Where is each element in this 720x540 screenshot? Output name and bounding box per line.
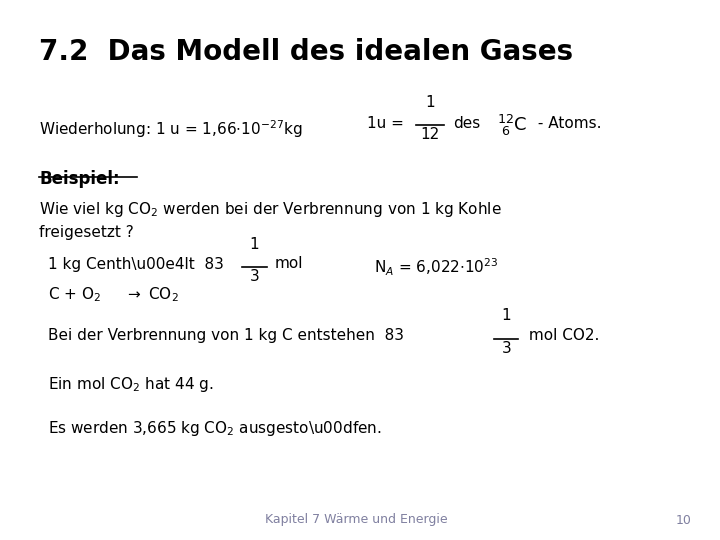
Text: 7.2  Das Modell des idealen Gases: 7.2 Das Modell des idealen Gases — [39, 38, 573, 66]
Text: N$_A$ = 6,022$\cdot$10$^{23}$: N$_A$ = 6,022$\cdot$10$^{23}$ — [374, 256, 499, 278]
Text: C + O$_2$     $\rightarrow$ CO$_2$: C + O$_2$ $\rightarrow$ CO$_2$ — [48, 285, 179, 304]
Text: des: des — [454, 116, 481, 131]
Text: 1: 1 — [250, 237, 259, 252]
Text: 1 kg Centh\u00e4lt  83: 1 kg Centh\u00e4lt 83 — [48, 256, 225, 272]
Text: 1: 1 — [426, 95, 435, 110]
Text: Kapitel 7 Wärme und Energie: Kapitel 7 Wärme und Energie — [265, 514, 448, 526]
Text: Bei der Verbrennung von 1 kg C entstehen  83: Bei der Verbrennung von 1 kg C entstehen… — [48, 328, 405, 343]
Text: mol CO2.: mol CO2. — [524, 328, 600, 343]
Text: 3: 3 — [502, 341, 511, 356]
Text: $^{12}_{\ 6}$C: $^{12}_{\ 6}$C — [497, 113, 527, 138]
Text: 12: 12 — [420, 127, 440, 143]
Text: freigesetzt ?: freigesetzt ? — [39, 225, 134, 240]
Text: Beispiel:: Beispiel: — [39, 170, 120, 188]
Text: 10: 10 — [676, 514, 692, 526]
Text: Wie viel kg CO$_2$ werden bei der Verbrennung von 1 kg Kohle: Wie viel kg CO$_2$ werden bei der Verbre… — [39, 200, 502, 219]
Text: Wiederholung: 1 u = 1,66$\cdot$10$^{-27}$kg: Wiederholung: 1 u = 1,66$\cdot$10$^{-27}… — [39, 119, 302, 140]
Text: mol: mol — [274, 256, 303, 272]
Text: 1: 1 — [502, 308, 511, 323]
Text: Es werden 3,665 kg CO$_2$ ausgesto\u00dfen.: Es werden 3,665 kg CO$_2$ ausgesto\u00df… — [48, 418, 382, 437]
Text: - Atoms.: - Atoms. — [534, 116, 602, 131]
Text: 3: 3 — [250, 269, 259, 284]
Text: Ein mol CO$_2$ hat 44 g.: Ein mol CO$_2$ hat 44 g. — [48, 375, 214, 394]
Text: 1u =: 1u = — [367, 116, 409, 131]
